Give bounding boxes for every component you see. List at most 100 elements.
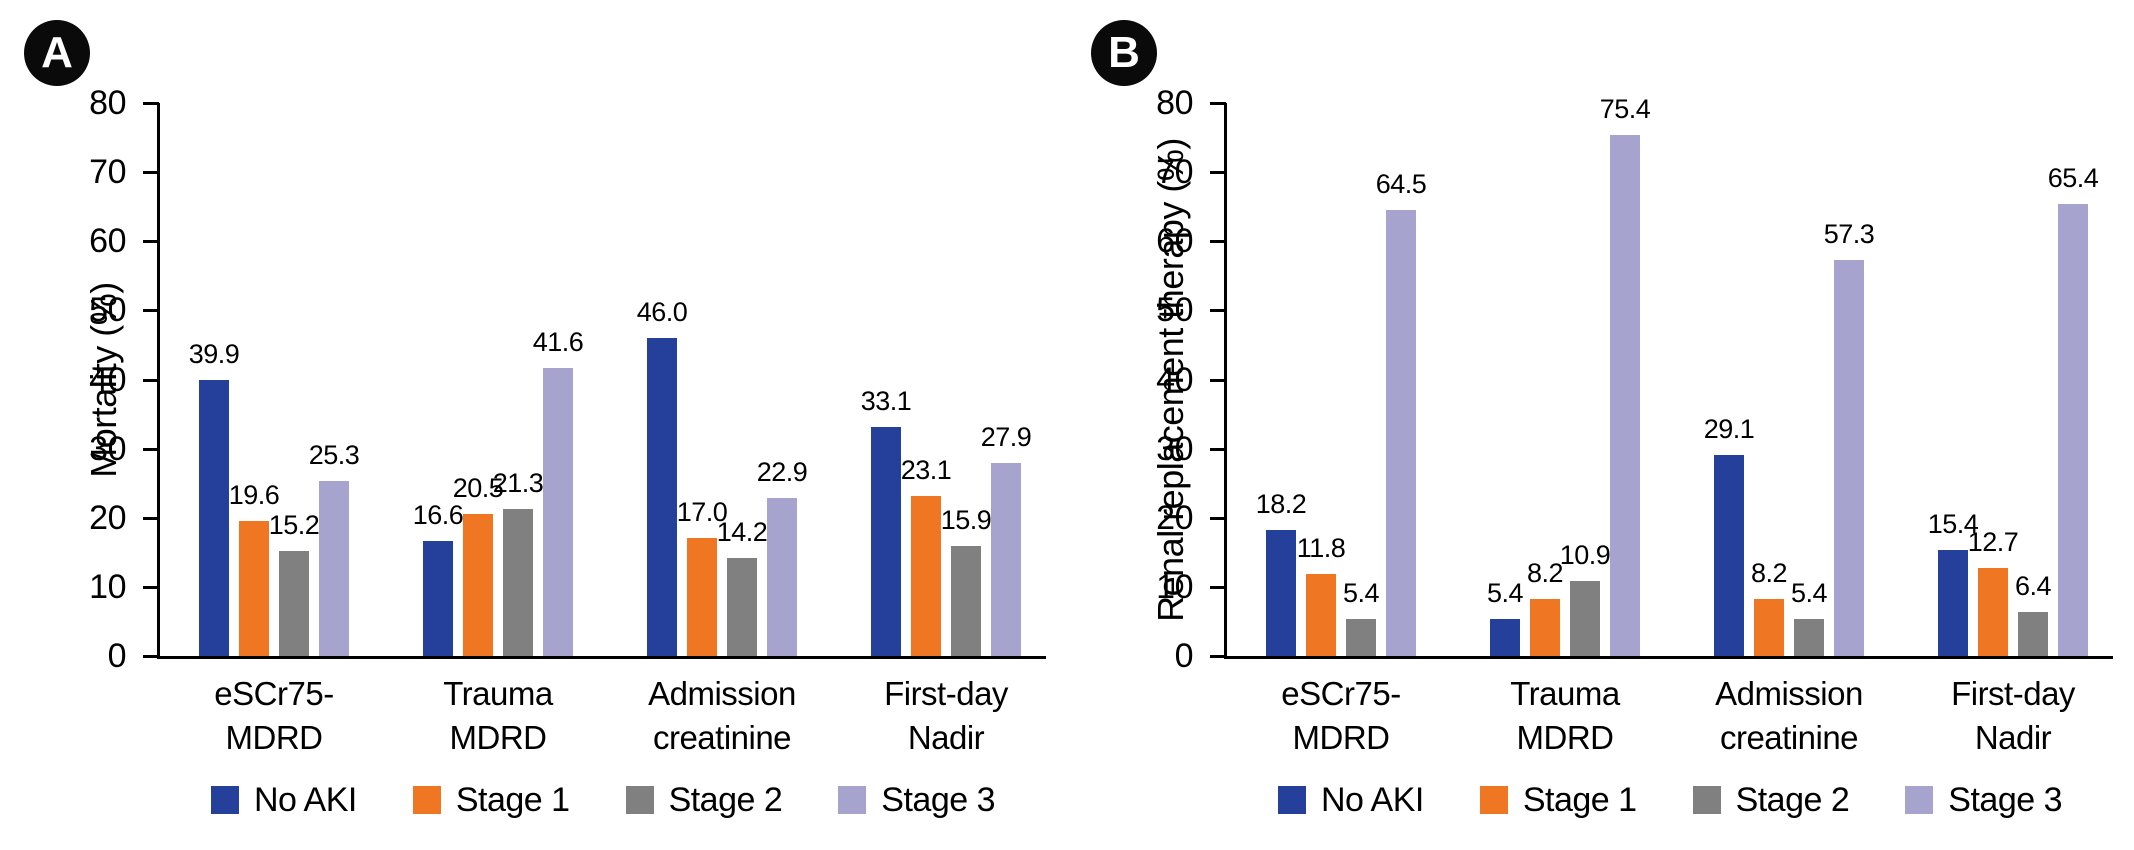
legend-label-stage-1: Stage 1 [455,781,570,819]
bar-no-aki-first-day [871,427,901,656]
legend-swatch-stage-1 [412,786,441,814]
bar-stage-2-escr75 [279,550,309,656]
y-axis-tick [143,378,159,382]
bar-value-stage-1-trauma: 20.5 [452,473,504,504]
y-axis-tick [143,447,159,451]
bar-stage-3-trauma [543,368,573,656]
y-axis-tick-label: 10 [1156,567,1193,606]
bar-stage-1-admission [1754,599,1784,656]
x-category-label-first-day: First-day Nadir [884,675,1008,756]
y-axis-tick-label: 40 [89,360,126,399]
legend-swatch-no-aki [211,786,239,814]
y-axis-tick [1210,655,1226,658]
bar-stage-2-admission [1794,618,1824,656]
bar-stage-2-trauma [503,508,533,656]
panel-b-legend: No AKI Stage 1 Stage 2 Stage 3 [1227,778,2113,822]
panel-b: B Renal replacement therapy (%) No AKI St… [1067,0,2134,850]
bar-value-stage-3-admission: 57.3 [1823,218,1875,249]
y-axis-tick-label: 30 [89,429,126,468]
bar-stage-3-admission [1834,259,1864,656]
legend-item-stage-3: Stage 3 [1905,783,2062,817]
legend-label-stage-2: Stage 2 [668,781,783,819]
y-axis-tick [143,309,159,313]
bar-stage-1-escr75 [1306,574,1336,656]
y-axis-tick-label: 50 [1156,291,1193,330]
bar-stage-1-admission [687,538,717,656]
panel-a-legend: No AKI Stage 1 Stage 2 Stage 3 [160,778,1046,822]
legend-swatch-stage-3 [1905,786,1934,814]
bar-stage-1-escr75 [239,520,269,656]
panel-b-x-axis-line [1224,656,2113,659]
y-axis-tick [1210,378,1226,382]
legend-label-stage-1: Stage 1 [1522,781,1637,819]
bar-stage-3-first-day [2058,203,2088,656]
legend-label-no-aki: No AKI [1321,781,1424,819]
y-axis-tick [143,516,159,520]
bar-value-stage-3-first-day: 65.4 [2047,162,2099,193]
bar-stage-3-escr75 [319,481,349,656]
y-axis-tick-label: 0 [107,637,127,675]
legend-item-stage-1: Stage 1 [412,781,570,819]
y-axis-tick-label: 50 [89,291,126,330]
bar-stage-1-trauma [463,514,493,656]
y-axis-tick [1210,102,1226,105]
legend-item-no-aki: No AKI [1278,783,1424,817]
bar-value-no-aki-trauma: 16.6 [412,500,464,531]
bar-stage-2-escr75 [1346,618,1376,656]
panel-a-x-axis-line [157,656,1046,659]
panel-b-badge: B [1091,20,1157,86]
bar-value-stage-1-escr75: 11.8 [1296,533,1346,564]
bar-value-stage-3-escr75: 25.3 [308,440,360,471]
x-category-label-escr75: eSCr75- MDRD [1281,675,1401,756]
bar-value-stage-2-trauma: 21.3 [492,467,544,498]
bar-stage-2-admission [727,557,757,656]
bar-value-stage-2-first-day: 15.9 [940,505,992,536]
bar-value-stage-2-escr75: 15.2 [268,509,320,540]
bar-stage-3-trauma [1610,134,1640,656]
y-axis-tick-label: 40 [1156,360,1193,399]
bar-value-stage-1-first-day: 12.7 [1967,527,2019,558]
y-axis-tick [1210,447,1226,451]
y-axis-tick-label: 70 [1156,153,1193,192]
y-axis-tick-label: 70 [89,153,126,192]
y-axis-tick [1210,240,1226,244]
bar-stage-3-admission [767,497,797,656]
y-axis-tick-label: 0 [1174,637,1194,675]
legend-swatch-no-aki [1278,786,1306,814]
bar-value-stage-2-admission: 5.4 [1790,577,1828,608]
bar-stage-3-first-day [991,463,1021,656]
bar-no-aki-trauma [1490,618,1520,656]
y-axis-tick-label: 20 [89,498,126,537]
bar-value-no-aki-trauma: 5.4 [1486,577,1524,608]
legend-item-stage-3: Stage 3 [838,783,995,817]
bar-stage-1-first-day [911,496,941,656]
y-axis-tick [1210,585,1226,589]
bar-no-aki-first-day [1938,549,1968,656]
bar-value-no-aki-escr75: 39.9 [188,339,240,370]
bar-value-stage-2-escr75: 5.4 [1342,577,1380,608]
bar-no-aki-trauma [423,541,453,656]
x-category-label-trauma: Trauma MDRD [443,675,553,756]
y-axis-tick-label: 30 [1156,429,1193,468]
x-category-label-escr75: eSCr75- MDRD [214,675,334,756]
legend-label-stage-3: Stage 3 [881,781,995,819]
legend-swatch-stage-2 [625,786,654,814]
bar-value-stage-2-trauma: 10.9 [1559,539,1611,570]
legend-item-stage-2: Stage 2 [625,781,783,819]
legend-item-no-aki: No AKI [211,783,357,817]
x-category-label-admission: Admission creatinine [1715,675,1863,756]
y-axis-tick-label: 60 [1156,222,1193,261]
panel-a-badge: A [24,20,90,86]
bar-no-aki-escr75 [199,380,229,656]
bar-value-stage-3-escr75: 64.5 [1375,169,1427,200]
legend-label-stage-2: Stage 2 [1735,781,1850,819]
legend-swatch-stage-3 [838,786,867,814]
bar-value-stage-3-trauma: 75.4 [1599,93,1651,124]
bar-stage-2-first-day [951,546,981,656]
bar-no-aki-escr75 [1266,530,1296,656]
y-axis-tick-label: 60 [89,222,126,261]
y-axis-tick [143,102,159,105]
bar-value-no-aki-first-day: 15.4 [1927,508,1979,539]
bar-value-stage-2-first-day: 6.4 [2014,570,2052,601]
bar-no-aki-admission [647,338,677,656]
